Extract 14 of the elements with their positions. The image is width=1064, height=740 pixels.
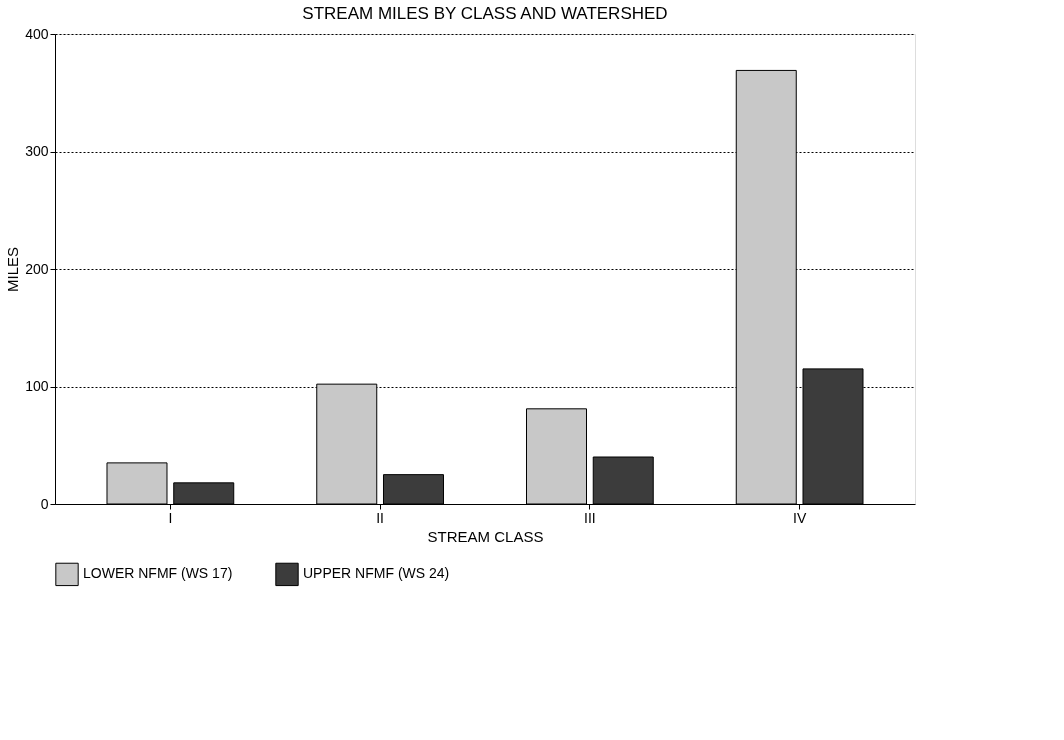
y-tick-label: 100: [25, 378, 49, 394]
y-axis-title: MILES: [4, 246, 22, 293]
y-tick-label: 0: [40, 495, 49, 512]
legend-label: UPPER NFMF (WS 24): [303, 565, 450, 582]
x-tick-label: I: [168, 509, 173, 526]
x-axis-title: STREAM CLASS: [427, 527, 544, 545]
legend-label: LOWER NFMF (WS 17): [83, 565, 233, 582]
y-tick-label: 400: [25, 25, 49, 42]
x-tick-label: IV: [793, 509, 807, 526]
x-tick-label: II: [376, 509, 385, 526]
chart-title: STREAM MILES BY CLASS AND WATERSHED: [302, 4, 668, 23]
y-tick-label: 300: [25, 143, 49, 159]
x-tick-label: III: [584, 509, 596, 526]
y-tick-label: 200: [25, 260, 49, 277]
